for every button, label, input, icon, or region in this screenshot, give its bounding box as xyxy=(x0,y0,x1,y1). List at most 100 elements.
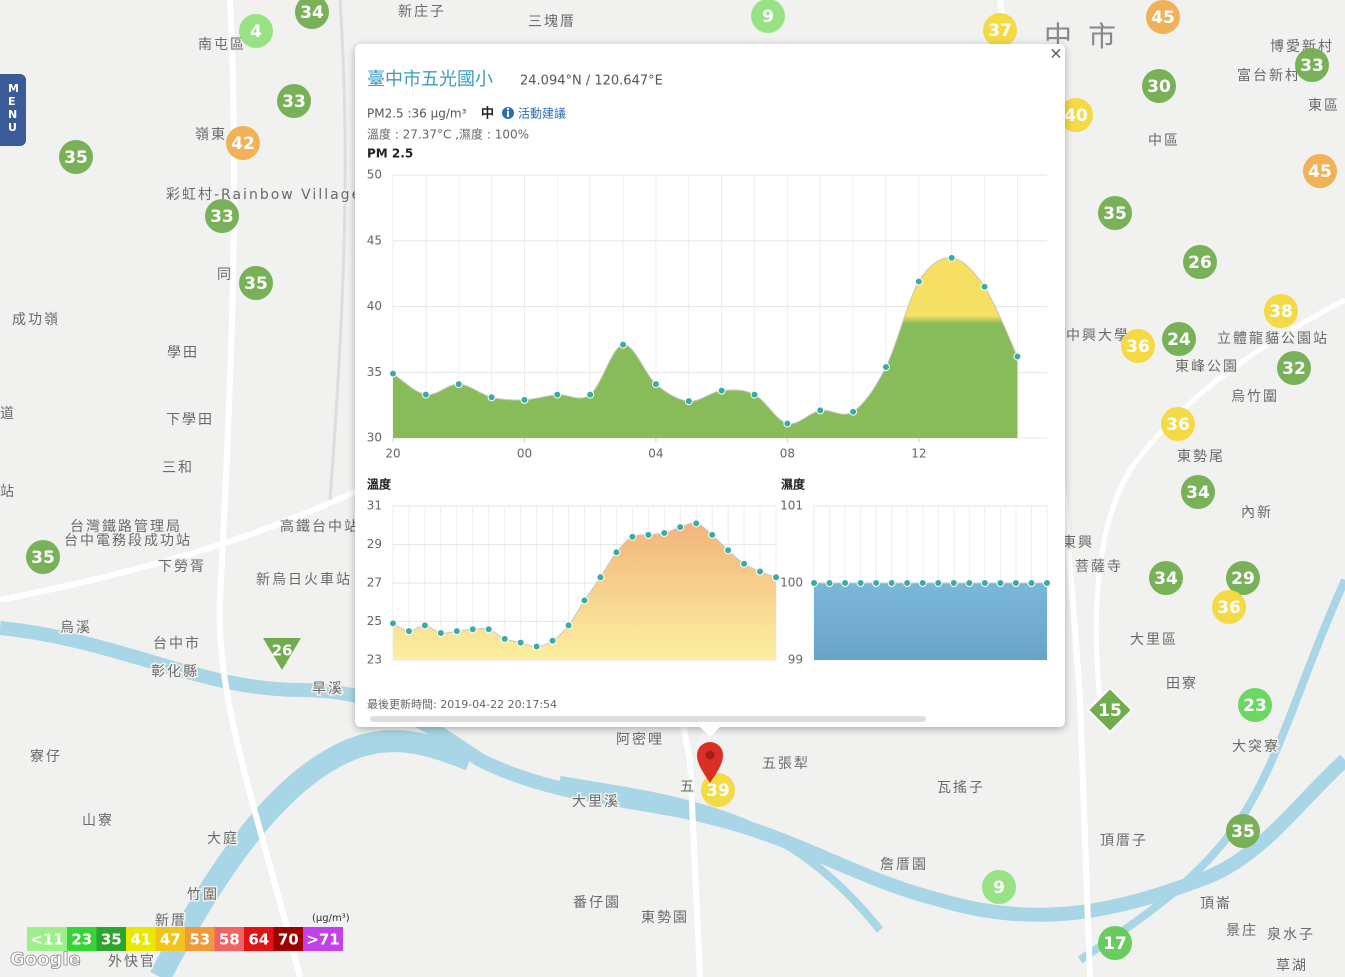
place-label: 新烏日火車站 xyxy=(256,571,352,588)
place-label: 成功嶺 xyxy=(12,312,60,328)
data-point xyxy=(596,573,605,582)
place-label: 高鐵台中站 xyxy=(280,518,360,535)
area xyxy=(393,523,776,660)
station-marker xyxy=(263,638,301,670)
legend-swatch xyxy=(155,927,185,951)
station-value: 4 xyxy=(250,22,262,42)
station-marker xyxy=(1295,48,1329,82)
station-marker xyxy=(239,266,273,300)
scrollbar[interactable] xyxy=(370,716,926,722)
data-point xyxy=(914,277,923,286)
pm-level: 中 xyxy=(481,106,494,122)
station-marker xyxy=(1264,294,1298,328)
data-point xyxy=(404,627,413,636)
station-value: 37 xyxy=(988,21,1012,41)
data-point xyxy=(452,627,461,636)
data-point xyxy=(949,579,958,587)
legend-swatch xyxy=(96,927,126,951)
data-point xyxy=(1043,579,1051,587)
station-marker xyxy=(1146,0,1180,34)
place-label: 三和 xyxy=(162,460,194,476)
legend-swatch xyxy=(27,927,67,951)
close-button[interactable]: × xyxy=(1049,44,1062,63)
place-label: 泉水子 xyxy=(1267,926,1315,943)
legend-swatch xyxy=(185,927,215,951)
data-point xyxy=(825,579,834,587)
update-time: 最後更新時間: 2019-04-22 20:17:54 xyxy=(367,697,557,711)
place-label: 嶺東 xyxy=(195,127,227,143)
data-point xyxy=(580,596,589,605)
station-marker xyxy=(1183,245,1217,279)
place-label: 南屯區 xyxy=(198,37,246,53)
station-marker xyxy=(1212,590,1246,624)
data-point xyxy=(660,528,669,537)
x-tick-label: 12 xyxy=(911,447,926,461)
y-tick-label: 27 xyxy=(367,576,382,590)
popup-pointer xyxy=(700,727,720,737)
place-label: 五張犁 xyxy=(762,756,810,772)
station-value: 34 xyxy=(300,3,324,23)
legend-label: 64 xyxy=(248,931,269,949)
station-value: 35 xyxy=(64,148,88,168)
data-point xyxy=(692,519,701,528)
data-point xyxy=(980,579,989,587)
data-point xyxy=(903,579,912,587)
data-point xyxy=(564,621,573,630)
station-marker xyxy=(1226,561,1260,595)
place-label: 立體龍貓公園站 xyxy=(1217,330,1329,347)
place-label: 草湖 xyxy=(1276,958,1308,974)
place-label: 頂崙 xyxy=(1200,896,1232,912)
place-label: 站 xyxy=(0,484,16,500)
station-marker xyxy=(1226,814,1260,848)
station-value: 30 xyxy=(1147,77,1171,97)
station-marker xyxy=(26,540,60,574)
station-marker xyxy=(205,199,239,233)
station-marker xyxy=(1303,154,1337,188)
legend-swatch xyxy=(126,927,156,951)
place-label: 下學田 xyxy=(166,412,214,428)
station-value: 9 xyxy=(993,878,1005,898)
place-label: 台中電務段成功站 xyxy=(64,533,192,549)
chart-title: PM 2.5 xyxy=(367,147,413,161)
station-value: 35 xyxy=(244,274,268,294)
place-label: 道 xyxy=(0,406,16,422)
place-label: 同 xyxy=(217,267,233,283)
station-value: 38 xyxy=(1269,302,1293,322)
y-tick-label: 99 xyxy=(788,653,803,667)
place-label: 烏竹圍 xyxy=(1231,388,1279,405)
data-point xyxy=(612,548,621,557)
station-value: 33 xyxy=(282,92,306,112)
data-point xyxy=(520,395,529,404)
station-marker xyxy=(1149,561,1183,595)
legend-label: <11 xyxy=(30,931,63,949)
station-value: 45 xyxy=(1308,162,1332,182)
place-label: 三塊厝 xyxy=(528,14,576,30)
place-label: 新厝 xyxy=(155,913,187,929)
legend-swatch xyxy=(244,927,274,951)
popup-box xyxy=(355,44,1065,727)
advice-link[interactable]: 活動建議 xyxy=(518,107,566,121)
station-value: 35 xyxy=(1231,822,1255,842)
legend-label: 35 xyxy=(101,931,122,949)
data-point xyxy=(651,380,660,389)
area xyxy=(393,257,1018,438)
station-value: 32 xyxy=(1282,359,1306,379)
menu-tab[interactable]: MENU xyxy=(0,74,26,146)
chart-title: 溫度 xyxy=(367,477,392,492)
y-tick-label: 25 xyxy=(367,614,382,628)
place-label: 東區 xyxy=(1308,98,1340,114)
station-marker xyxy=(983,13,1017,47)
data-point xyxy=(980,282,989,291)
station-marker xyxy=(239,14,273,48)
station-value: 24 xyxy=(1167,330,1191,350)
station-marker xyxy=(1121,329,1155,363)
station-value: 36 xyxy=(1126,337,1150,357)
data-point xyxy=(724,546,733,555)
station-value: 33 xyxy=(210,207,234,227)
data-point xyxy=(389,369,397,378)
legend-swatch xyxy=(67,927,97,951)
data-point xyxy=(516,638,525,647)
y-tick-label: 100 xyxy=(780,576,803,590)
